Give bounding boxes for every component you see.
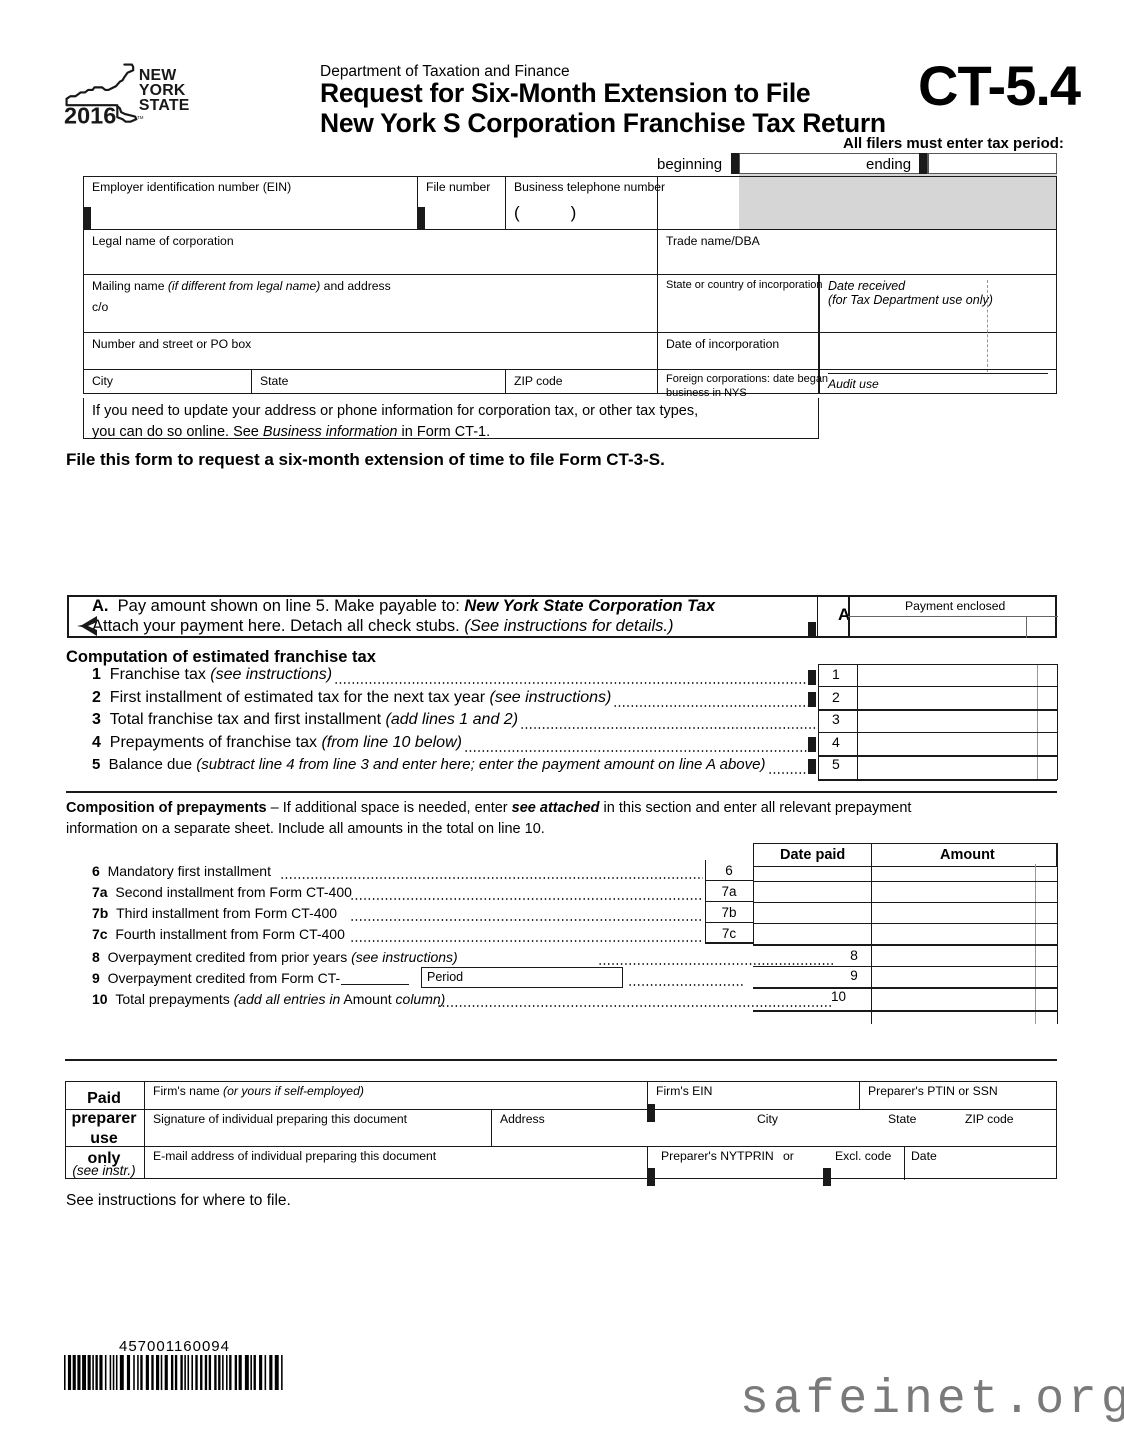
svg-text:2016: 2016 [64, 103, 116, 129]
svg-text:STATE: STATE [139, 97, 190, 114]
svg-text:NEW: NEW [139, 67, 177, 84]
svg-text:TM: TM [137, 115, 144, 120]
svg-text:YORK: YORK [139, 82, 186, 99]
